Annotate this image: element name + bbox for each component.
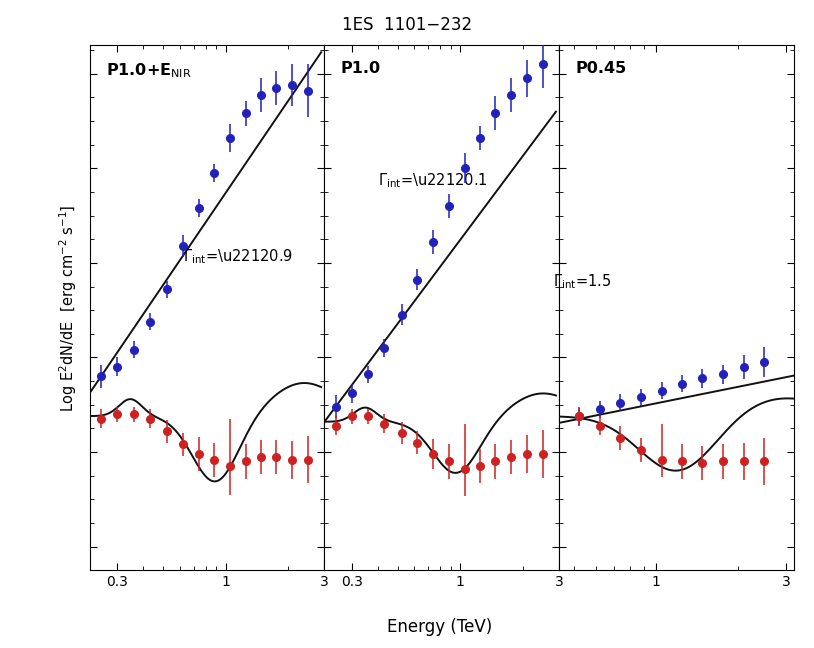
- Text: $\Gamma_{\rm int}$=\u22120.9: $\Gamma_{\rm int}$=\u22120.9: [182, 247, 292, 266]
- Text: 1ES  1101−232: 1ES 1101−232: [342, 16, 472, 34]
- Text: P1.0: P1.0: [341, 61, 381, 76]
- Text: P1.0+E$_{\rm NIR}$: P1.0+E$_{\rm NIR}$: [106, 61, 191, 80]
- Text: Energy (TeV): Energy (TeV): [387, 618, 492, 636]
- Text: $\Gamma_{\rm int}$=1.5: $\Gamma_{\rm int}$=1.5: [554, 273, 612, 291]
- Y-axis label: Log E$^2$dN/dE  [erg cm$^{-2}$ s$^{-1}$]: Log E$^2$dN/dE [erg cm$^{-2}$ s$^{-1}$]: [58, 204, 79, 411]
- Text: $\Gamma_{\rm int}$=\u22120.1: $\Gamma_{\rm int}$=\u22120.1: [378, 171, 488, 190]
- Text: P0.45: P0.45: [575, 61, 627, 76]
